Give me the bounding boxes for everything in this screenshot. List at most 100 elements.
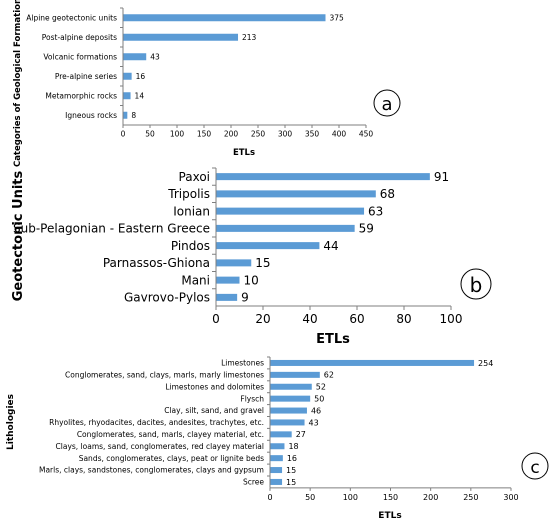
x-ticks: 0 50 100 150 200 250 300	[267, 356, 519, 502]
x-tick-label: 60	[349, 312, 364, 326]
bars	[123, 14, 326, 119]
panel-label: c	[530, 458, 539, 478]
category-label: Marls, clays, sandstones, conglomerates,…	[39, 466, 264, 475]
category-label: Post-alpine deposits	[42, 33, 117, 42]
category-label: Volcanic formations	[43, 52, 117, 61]
x-tick-label: 40	[302, 312, 317, 326]
bar	[270, 395, 311, 402]
data-label: 16	[136, 72, 146, 81]
x-tick-label: 0	[121, 130, 126, 139]
x-tick-label: 200	[224, 130, 239, 139]
data-label: 10	[244, 273, 259, 287]
category-label: Conglomerates, sand, marls, clayey mater…	[77, 430, 264, 439]
data-label: 27	[296, 430, 306, 439]
data-label: 16	[287, 454, 297, 463]
x-tick-label: 0	[267, 493, 272, 502]
bar	[270, 455, 283, 462]
category-label: Pre-alpine series	[55, 72, 117, 81]
bar	[216, 173, 430, 181]
category-label: Limestones	[221, 359, 264, 368]
data-label: 375	[330, 13, 345, 22]
bar	[123, 92, 131, 100]
bar	[270, 443, 285, 450]
category-label: Sub-Pelagonian - Eastern Greece	[13, 222, 210, 236]
data-label: 43	[150, 52, 160, 61]
bar	[270, 478, 283, 485]
bars	[216, 173, 430, 301]
category-labels: Limestones Conglomerates, sand, clays, ma…	[39, 359, 264, 487]
x-tick-label: 300	[278, 130, 293, 139]
category-label: Gavrovo-Pylos	[124, 291, 210, 305]
x-tick-label: 50	[145, 130, 155, 139]
bar	[270, 359, 475, 366]
bar	[123, 111, 128, 119]
data-label: 59	[359, 222, 374, 236]
data-label: 91	[434, 170, 449, 184]
data-label: 9	[241, 291, 249, 305]
x-tick-label: 100	[440, 312, 463, 326]
category-label: Sands, conglomerates, clays, peat or lig…	[79, 454, 264, 463]
chart-panel-a: Categories of Geological Formations Alpi…	[13, 0, 401, 167]
data-label: 213	[242, 33, 257, 42]
bar	[123, 53, 147, 61]
x-tick-label: 0	[212, 312, 220, 326]
x-tick-label: 200	[423, 493, 438, 502]
x-tick-label: 100	[170, 130, 185, 139]
x-axis-title: ETLs	[316, 332, 350, 347]
x-axis-title: ETLs	[378, 511, 401, 521]
bar	[270, 383, 312, 390]
data-label: 18	[288, 442, 298, 451]
panel-label-circle	[460, 268, 492, 300]
data-label: 15	[255, 256, 270, 270]
y-axis-title: Categories of Geological Formations	[13, 0, 23, 167]
bar	[216, 276, 240, 284]
bar	[270, 419, 305, 426]
bar	[123, 33, 239, 41]
x-tick-label: 450	[359, 130, 374, 139]
data-label: 8	[131, 111, 136, 120]
bar	[216, 224, 355, 232]
data-label: 15	[286, 466, 296, 475]
x-tick-label: 300	[503, 493, 518, 502]
category-label: Clays, loams, sand, conglomerates, red c…	[56, 442, 264, 451]
bar	[216, 242, 320, 250]
x-tick-label: 250	[251, 130, 266, 139]
bars	[270, 359, 475, 485]
category-label: Flysch	[240, 394, 264, 403]
data-label: 63	[368, 204, 383, 218]
category-label: Clay, silt, sand, and gravel	[164, 406, 264, 415]
category-label: Conglomerates, sand, clays, marls, marly…	[65, 370, 264, 379]
category-label: Scree	[243, 478, 264, 487]
category-label: Ionian	[173, 204, 210, 218]
data-label: 46	[311, 406, 321, 415]
bar	[270, 371, 320, 378]
x-tick-label: 350	[305, 130, 320, 139]
category-label: Igneous rocks	[65, 111, 117, 120]
data-labels: 91 68 63 59 44 15 10 9	[241, 170, 449, 305]
data-label: 44	[323, 239, 338, 253]
category-labels: Alpine geotectonic units Post-alpine depo…	[26, 13, 117, 120]
x-ticks: 0 50 100 150 200 250 300 350 400 450	[120, 7, 374, 139]
bar	[216, 190, 376, 198]
bar	[216, 207, 365, 215]
bar	[270, 431, 292, 438]
data-labels: 375 213 43 16 14 8	[131, 13, 344, 120]
category-label: Limestones and dolomites	[165, 382, 264, 391]
category-label: Metamorphic rocks	[45, 91, 117, 100]
data-label: 254	[478, 359, 493, 368]
x-tick-label: 150	[197, 130, 212, 139]
bar	[270, 467, 283, 474]
x-tick-label: 250	[463, 493, 478, 502]
bar	[216, 259, 252, 267]
category-label: Parnassos-Ghiona	[103, 256, 210, 270]
category-label: Alpine geotectonic units	[26, 13, 117, 22]
panel-label-circle	[373, 89, 401, 117]
y-axis-title: Lithologies	[6, 394, 16, 450]
panel-label: b	[470, 273, 483, 297]
x-tick-label: 100	[343, 493, 358, 502]
data-label: 14	[135, 91, 145, 100]
category-label: Rhyolites, rhyodacites, dacites, andesit…	[49, 418, 264, 427]
bar	[123, 72, 132, 80]
category-label: Paxoi	[179, 170, 210, 184]
